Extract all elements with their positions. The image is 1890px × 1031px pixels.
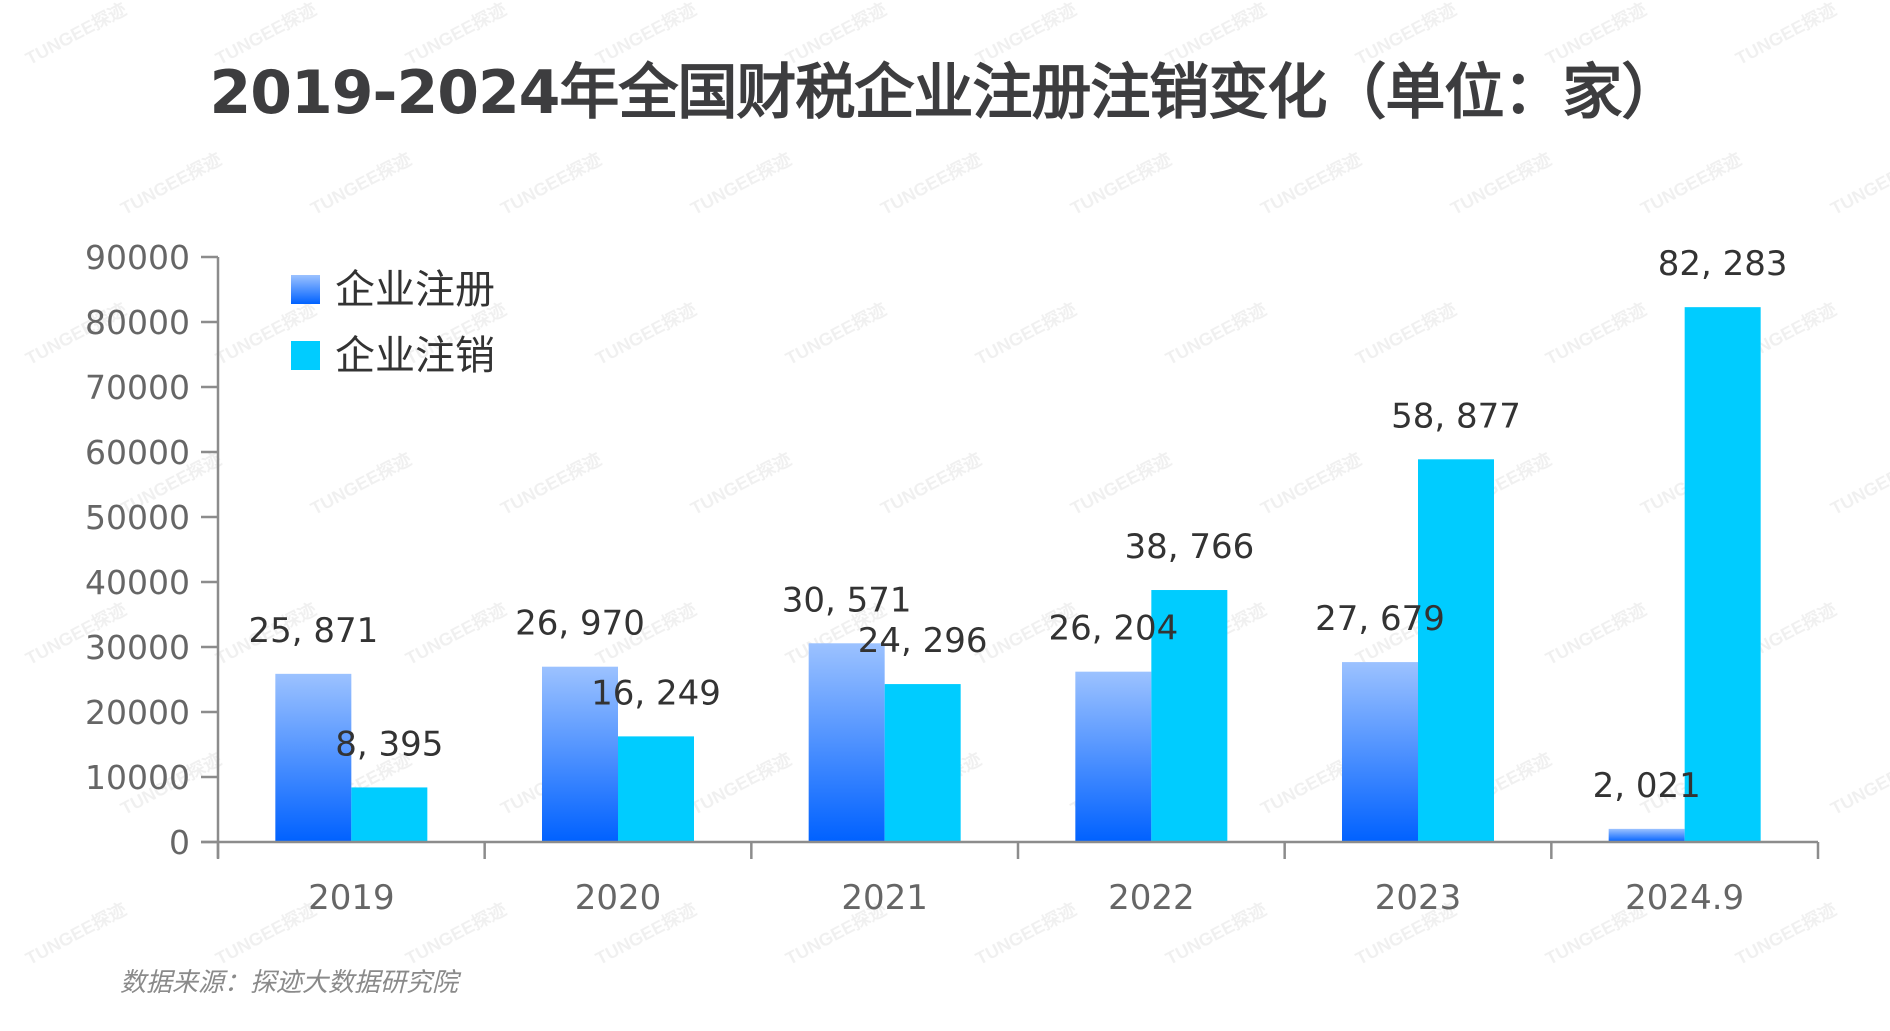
bar-cancel: [1151, 590, 1228, 842]
y-tick-label: 20000: [85, 693, 190, 732]
data-labels-group: 25, 871 26, 970 30, 571 26, 204 27, 679 2, 02…: [248, 244, 1787, 806]
bar-register: [1608, 828, 1685, 842]
y-tick-label: 10000: [85, 758, 190, 797]
y-tick-label: 80000: [85, 303, 190, 342]
bar-cancel: [1684, 307, 1761, 842]
legend-swatch-cancel: [291, 341, 320, 370]
bar-cancel: [351, 787, 428, 842]
data-label-register: 2, 021: [1593, 766, 1701, 806]
data-label-register: 26, 204: [1048, 609, 1178, 649]
y-tick-label: 90000: [85, 238, 190, 277]
legend-label-register: 企业注册: [335, 267, 495, 313]
x-tick-label: 2021: [841, 878, 928, 918]
bar-cancel: [618, 736, 694, 842]
bar-cancel: [884, 684, 961, 842]
data-label-cancel: 58, 877: [1391, 396, 1521, 436]
y-tick-label: 60000: [85, 433, 190, 472]
data-label-cancel: 24, 296: [858, 621, 988, 661]
data-label-cancel: 16, 249: [591, 673, 721, 713]
data-label-cancel: 8, 395: [335, 724, 443, 764]
bar-register: [275, 673, 352, 842]
axes-group: 0 10000 20000 30000 40000 50000 60000 70000 8000…: [85, 238, 1820, 918]
x-tick-label: 2023: [1375, 878, 1462, 918]
data-label-cancel: 38, 766: [1124, 527, 1254, 567]
data-label-cancel: 82, 283: [1658, 244, 1788, 284]
y-tick-label: 40000: [85, 563, 190, 602]
y-tick-label: 50000: [85, 498, 190, 537]
x-tick-label: 2024.9: [1625, 878, 1744, 918]
data-label-register: 25, 871: [248, 611, 378, 651]
y-tick-label: 70000: [85, 368, 190, 407]
data-label-register: 30, 571: [782, 580, 912, 620]
y-tick-label: 0: [169, 823, 190, 862]
bar-register: [808, 643, 885, 842]
data-label-register: 27, 679: [1315, 599, 1445, 639]
bar-register: [1075, 671, 1152, 842]
data-label-register: 26, 970: [515, 604, 645, 644]
legend-label-cancel: 企业注销: [335, 333, 495, 379]
source-note: 数据来源：探迹大数据研究院: [120, 968, 459, 998]
x-tick-label: 2022: [1108, 878, 1195, 918]
y-tick-label: 30000: [85, 628, 190, 667]
x-tick-label: 2020: [575, 878, 662, 918]
bar-register: [1342, 662, 1418, 842]
bars-group: [275, 307, 1761, 842]
bar-cancel: [1418, 459, 1494, 842]
x-tick-label: 2019: [308, 878, 395, 918]
chart-title: 2019-2024年全国财税企业注册注销变化（单位：家）: [209, 58, 1682, 128]
bar-register: [542, 666, 618, 842]
legend-swatch-register: [291, 275, 320, 304]
